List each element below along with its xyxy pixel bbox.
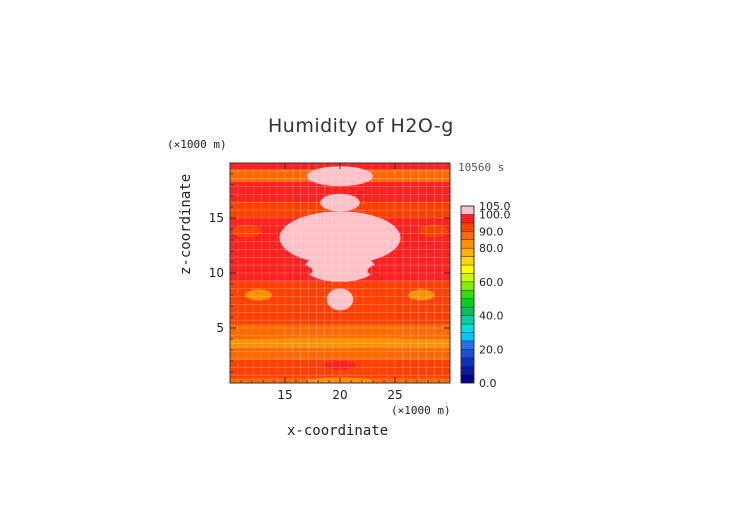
x-tick-label: 20: [332, 388, 347, 402]
humidity-region: [232, 224, 261, 238]
y-tick-label: 5: [216, 321, 224, 335]
chart-title: Humidity of H2O-g: [268, 115, 454, 137]
colorbar-swatch: [460, 315, 475, 325]
humidity-band: [230, 324, 450, 339]
humidity-region: [304, 253, 376, 282]
y-axis-unit: (×1000 m): [167, 138, 227, 151]
humidity-band: [230, 181, 450, 202]
colorbar-swatch: [460, 281, 475, 291]
x-ticks: 15 20 25: [240, 163, 440, 402]
time-label: 10560 s: [458, 161, 505, 174]
y-tick-label: 15: [209, 211, 224, 225]
colorbar-label: 60.0: [479, 276, 504, 289]
humidity-band: [230, 306, 450, 325]
x-tick-label: 25: [387, 388, 402, 402]
humidity-region: [326, 288, 354, 311]
colorbar-swatch: [460, 264, 475, 274]
colorbar-swatch: [460, 256, 475, 266]
colorbar-swatch: [460, 306, 475, 316]
colorbar-swatch: [460, 323, 475, 333]
colorbar-label: 0.0: [479, 377, 497, 390]
humidity-band: [230, 372, 450, 379]
humidity-region: [307, 166, 373, 187]
colorbar-swatch: [460, 332, 475, 342]
colorbar-label: 20.0: [479, 343, 504, 356]
humidity-region: [367, 263, 412, 279]
humidity-band: [230, 347, 450, 359]
colorbar-swatch: [460, 374, 475, 384]
humidity-region: [231, 337, 449, 345]
colorbar-swatch: [460, 298, 475, 308]
colorbar-label: 80.0: [479, 242, 504, 255]
humidity-region: [279, 211, 401, 265]
x-axis-unit: (×1000 m): [391, 404, 451, 417]
colorbar-label: 90.0: [479, 225, 504, 238]
colorbar-label: 40.0: [479, 310, 504, 323]
humidity-region: [268, 263, 313, 279]
humidity-region: [408, 289, 435, 301]
colorbar-swatch: [460, 273, 475, 283]
colorbar-swatch: [460, 349, 475, 358]
colorbar-swatch: [460, 222, 475, 232]
x-tick-label: 15: [277, 388, 292, 402]
colorbar-swatch: [460, 290, 475, 299]
contour-field: [230, 163, 450, 383]
y-tick-label: 10: [209, 266, 224, 280]
colorbar-swatch: [460, 214, 475, 224]
colorbar-label: 105.0: [479, 200, 511, 213]
x-axis-title: x-coordinate: [287, 423, 389, 439]
colorbar-swatch: [460, 247, 475, 257]
y-ticks: 5 10 15: [209, 173, 450, 373]
colorbar-frame: [460, 205, 475, 384]
colorbar-swatch: [460, 340, 475, 350]
colorbar-label: 100.0: [479, 208, 511, 221]
humidity-region: [320, 193, 360, 212]
colorbar-swatch: [460, 231, 475, 240]
grid-lines: [230, 163, 450, 383]
colorbar-swatch: [460, 239, 475, 249]
humidity-region: [419, 224, 448, 238]
colorbar-swatch: [460, 365, 475, 375]
colorbar-swatch: [460, 205, 475, 215]
humidity-region: [245, 289, 272, 301]
humidity-region: [323, 361, 357, 370]
colorbar-swatch: [460, 357, 475, 367]
